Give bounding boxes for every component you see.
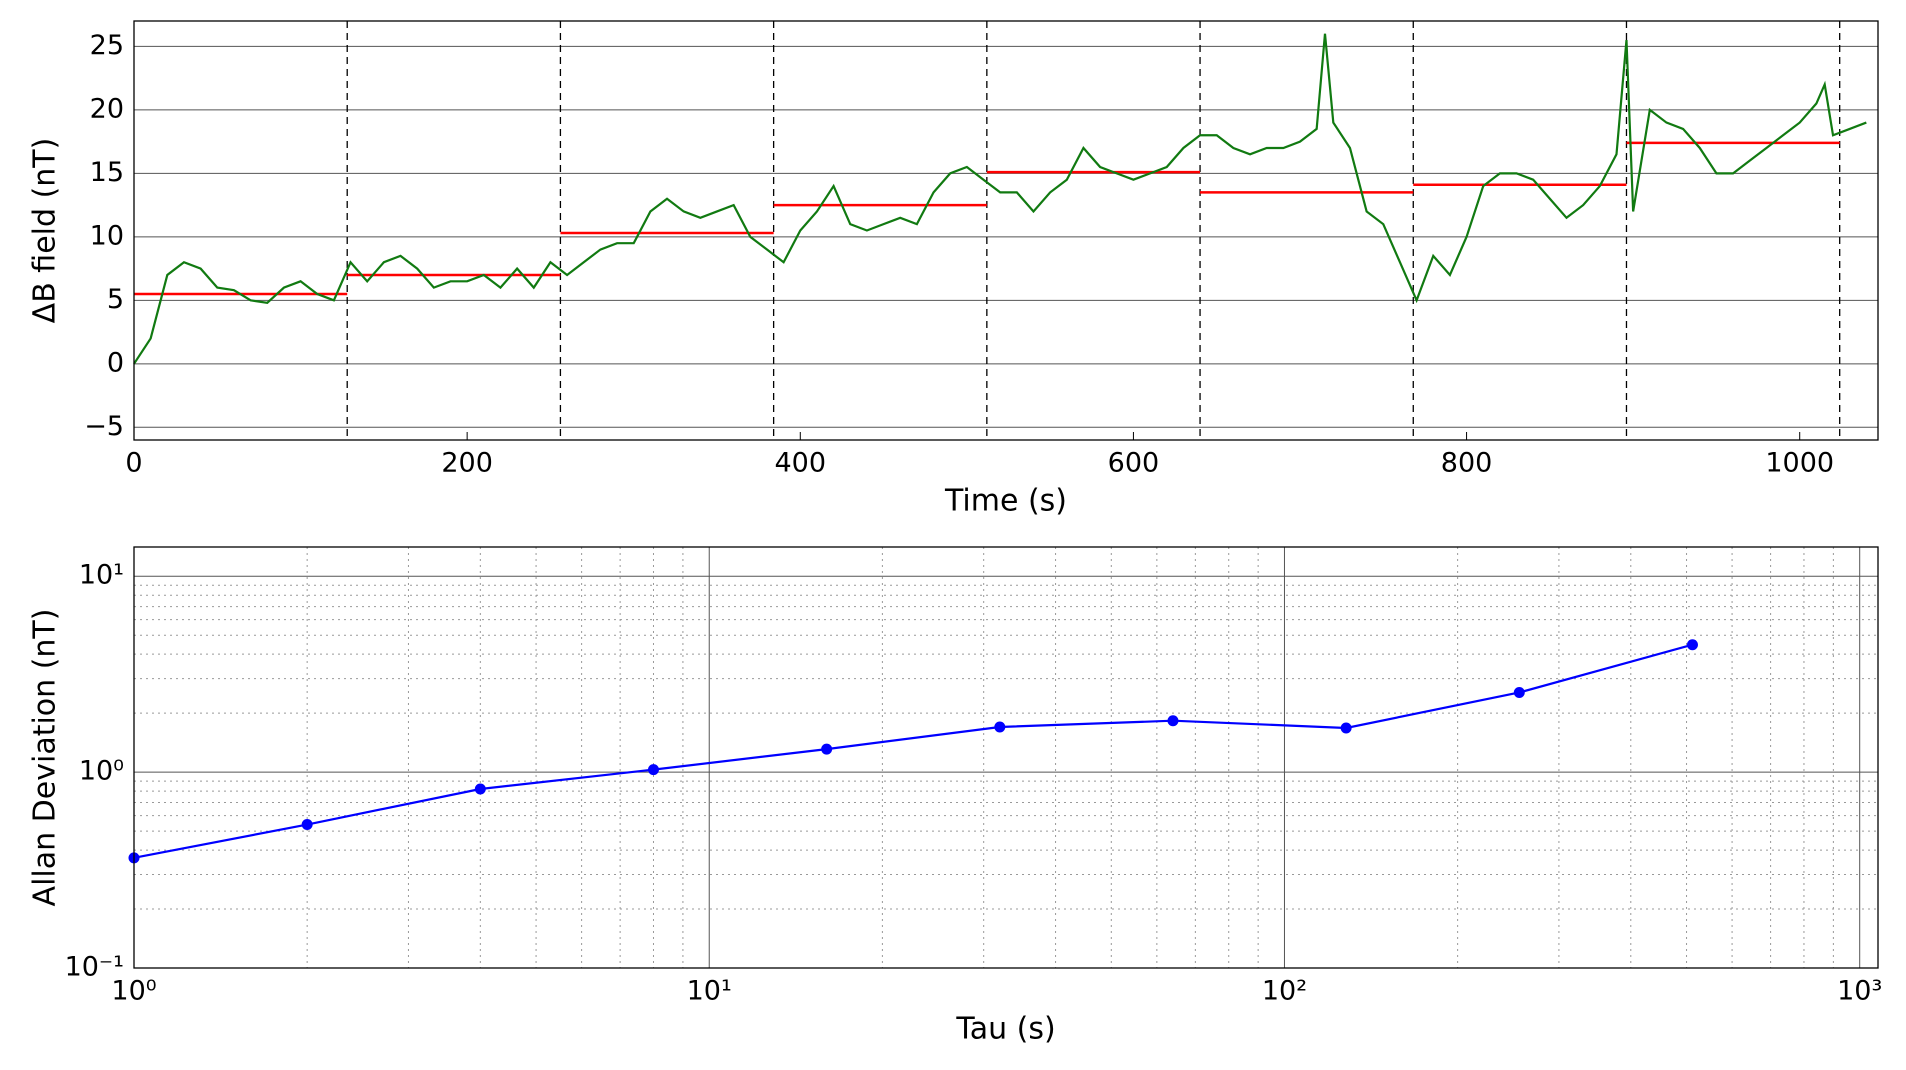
data-point [1686,639,1698,651]
y-tick-label: −5 [84,411,124,442]
x-tick-label: 10¹ [687,976,732,1007]
x-tick-label: 400 [775,448,827,479]
x-tick-label: 800 [1441,448,1493,479]
y-tick-label: 10¹ [79,560,124,591]
x-tick-label: 10³ [1837,976,1882,1007]
y-tick-label: 10⁰ [79,756,124,787]
y-tick-label: 20 [90,93,124,124]
y-tick-label: 25 [90,30,124,61]
plot-frame [133,20,1879,441]
data-point [301,819,313,831]
x-tick-label: 10⁰ [111,976,156,1007]
y-tick-label: 5 [107,284,124,315]
data-point [1340,722,1352,734]
x-axis-label: Tau (s) [955,1012,1055,1047]
data-point [647,764,659,776]
plot-frame [133,546,1879,969]
x-tick-label: 200 [441,448,493,479]
x-tick-label: 600 [1108,448,1160,479]
y-tick-label: 10 [90,220,124,251]
data-point [474,783,486,795]
data-point [1167,715,1179,727]
data-point [1513,686,1525,698]
data-line [133,33,1867,365]
x-tick-label: 10² [1262,976,1307,1007]
x-tick-label: 0 [125,448,142,479]
x-axis-label: Time (s) [944,484,1067,519]
x-tick-label: 1000 [1765,448,1834,479]
data-point [994,721,1006,733]
y-tick-label: 15 [90,157,124,188]
y-axis-label: Allan Deviation (nT) [28,609,63,907]
y-tick-label: 10⁻¹ [65,952,124,983]
data-point [821,743,833,755]
data-line [133,643,1693,859]
y-tick-label: 0 [107,347,124,378]
y-axis-label: ΔB field (nT) [28,138,63,324]
